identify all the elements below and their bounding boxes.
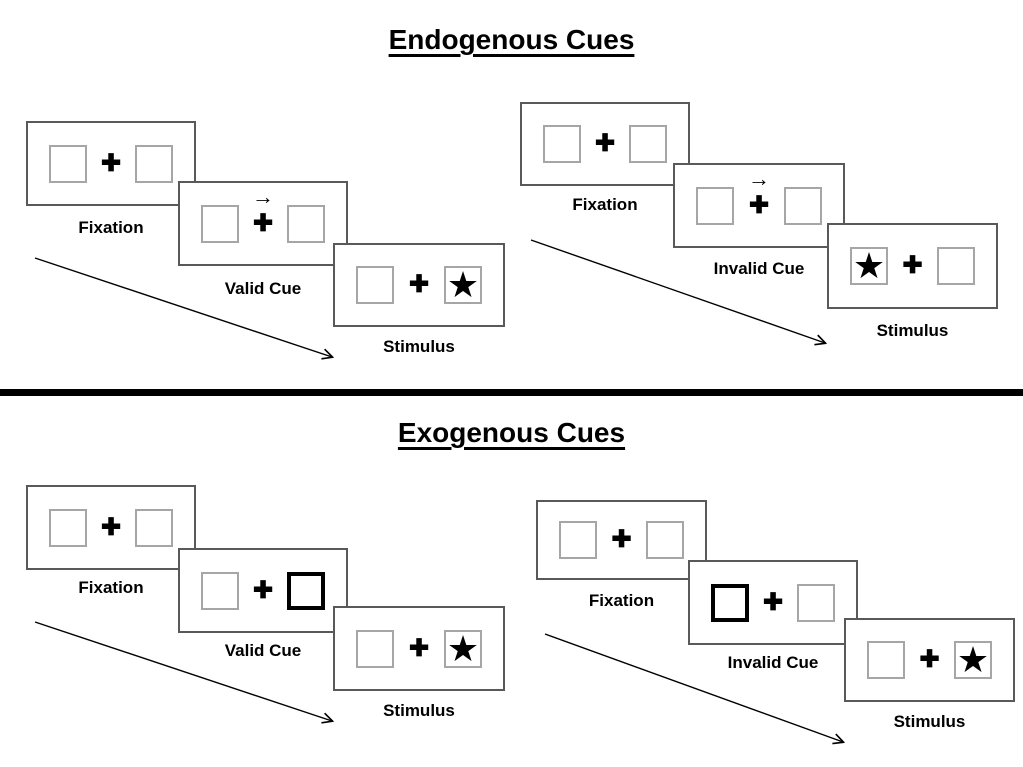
stimulus-box: ★: [443, 627, 482, 669]
section-title-endogenous: Endogenous Cues: [388, 24, 635, 55]
panel-fixation: ✚: [26, 121, 196, 206]
fixation-cross-icon: ✚: [748, 191, 770, 219]
fixation-cross-icon: ✚: [408, 271, 430, 298]
fixation-cross-icon: ✚: [919, 646, 940, 673]
panel-label-stimulus: Stimulus: [383, 701, 455, 720]
placeholder-box-right: [796, 583, 835, 622]
star-icon: ★: [852, 245, 886, 286]
panel-label-invalid-cue: Invalid Cue: [713, 259, 805, 278]
star-icon: ★: [956, 639, 990, 680]
placeholder-box-left: [49, 508, 87, 547]
fixation-cross-icon: ✚: [100, 513, 122, 541]
timeline-arrow: [530, 239, 833, 351]
panel-label-stimulus: Stimulus: [876, 321, 949, 340]
fixation-cross-icon: ✚: [252, 576, 274, 604]
panel-label-valid-cue: Valid Cue: [224, 641, 302, 660]
panel-valid-cue: → ✚: [178, 181, 348, 266]
panel-label-fixation: Fixation: [588, 591, 655, 610]
placeholder-box-left: [201, 204, 239, 243]
fixation-cross-icon: ✚: [408, 634, 430, 662]
cue-arrow-icon: →: [747, 165, 770, 191]
placeholder-box-left: [356, 266, 394, 304]
panel-label-stimulus: Stimulus: [383, 337, 455, 356]
section-title-exogenous: Exogenous Cues: [397, 417, 626, 448]
panel-fixation: ✚: [520, 102, 690, 186]
panel-fixation: ✚: [26, 485, 196, 570]
section-divider: [0, 389, 1023, 396]
cue-box-highlighted: [711, 583, 749, 622]
placeholder-box-left: [543, 125, 581, 163]
fixation-cross-icon: ✚: [252, 209, 274, 237]
panel-fixation: ✚: [536, 500, 707, 580]
star-icon: ★: [446, 627, 480, 669]
panel-stimulus: ★ ✚: [827, 223, 998, 309]
panel-label-stimulus: Stimulus: [893, 712, 966, 731]
panel-stimulus: ✚ ★: [333, 243, 505, 327]
stimulus-box: ★: [953, 639, 992, 680]
placeholder-box-left: [356, 629, 394, 668]
stimulus-box: ★: [850, 247, 888, 285]
placeholder-box-left: [559, 521, 597, 559]
panel-stimulus: ✚ ★: [333, 606, 505, 691]
fixation-cross-icon: ✚: [611, 526, 632, 553]
timeline-arrow: [34, 257, 342, 365]
panel-label-valid-cue: Valid Cue: [224, 279, 302, 298]
cue-box-highlighted: [286, 571, 325, 610]
timeline-arrow: [544, 633, 852, 750]
placeholder-box-left: [201, 571, 239, 610]
placeholder-box-right: [134, 508, 173, 547]
timeline-arrow: [34, 621, 342, 729]
panel-valid-cue: ✚: [178, 548, 348, 633]
panel-label-fixation: Fixation: [572, 195, 638, 214]
placeholder-box-right: [936, 247, 975, 285]
panel-label-fixation: Fixation: [78, 218, 144, 237]
fixation-cross-icon: ✚: [902, 252, 923, 279]
placeholder-box-left: [696, 186, 734, 225]
placeholder-box-right: [628, 125, 667, 163]
placeholder-box-right: [645, 521, 684, 559]
fixation-cross-icon: ✚: [100, 149, 122, 177]
panel-label-fixation: Fixation: [78, 578, 144, 597]
placeholder-box-right: [286, 204, 325, 243]
panel-stimulus: ✚ ★: [844, 618, 1015, 702]
star-icon: ★: [446, 264, 480, 305]
panel-label-invalid-cue: Invalid Cue: [727, 653, 819, 672]
cue-arrow-icon: →: [251, 183, 274, 209]
placeholder-box-right: [134, 144, 173, 183]
placeholder-box-left: [867, 641, 905, 679]
fixation-cross-icon: ✚: [594, 130, 616, 157]
placeholder-box-left: [49, 144, 87, 183]
placeholder-box-right: [783, 186, 822, 225]
fixation-cross-icon: ✚: [762, 588, 784, 616]
stimulus-box: ★: [443, 264, 482, 305]
panel-invalid-cue: → ✚: [673, 163, 845, 248]
panel-invalid-cue: ✚: [688, 560, 858, 645]
